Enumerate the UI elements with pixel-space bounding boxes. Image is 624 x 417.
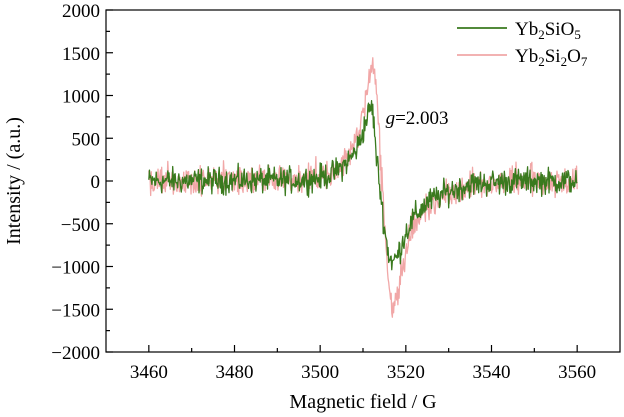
y-tick-label: 1000 (62, 87, 100, 108)
y-tick-label: −500 (61, 215, 100, 236)
x-tick-label: 3540 (473, 362, 511, 383)
legend-label-part: SiO (545, 19, 575, 40)
x-tick-label: 3500 (301, 362, 339, 383)
y-tick-label: 2000 (62, 1, 100, 22)
legend-label-part: O (567, 46, 581, 67)
legend-label: Yb2SiO5 (515, 19, 581, 42)
x-tick-label: 3460 (130, 362, 168, 383)
legend-label-subscript: 2 (538, 27, 545, 42)
y-axis-ticks: 2000 1500 1000 500 0 −500 −1000 −1500 −2000 (51, 1, 113, 364)
x-axis-label: Magnetic field / G (289, 391, 436, 413)
x-tick-label: 3480 (216, 362, 254, 383)
x-axis-ticks: 3460 3480 3500 3520 3540 3560 (130, 345, 596, 383)
x-tick-label: 3520 (387, 362, 425, 383)
series-line-yb2sio5 (148, 100, 578, 271)
legend-label-subscript: 7 (581, 54, 588, 69)
legend-label-subscript: 2 (538, 54, 545, 69)
legend-label-part: Yb (515, 19, 538, 40)
y-tick-label: −1500 (51, 300, 100, 321)
y-axis-label: Intensity / (a.u.) (3, 117, 25, 245)
x-tick-label: 3560 (558, 362, 596, 383)
g-value: =2.003 (395, 108, 448, 129)
legend-label-subscript: 5 (574, 27, 581, 42)
series-traces (148, 57, 578, 318)
legend-label-part: Si (545, 46, 561, 67)
y-tick-label: 500 (72, 129, 101, 150)
y-tick-label: 1500 (62, 44, 100, 65)
y-tick-label: −2000 (51, 343, 100, 364)
legend-label-part: Yb (515, 46, 538, 67)
y-tick-label: 0 (91, 172, 101, 193)
g-symbol: g (386, 108, 396, 129)
legend-label: Yb2Si2O7 (515, 46, 588, 69)
g-value-annotation: g=2.003 (386, 108, 449, 129)
y-tick-label: −1000 (51, 258, 100, 279)
legend-label-subscript: 2 (561, 54, 568, 69)
